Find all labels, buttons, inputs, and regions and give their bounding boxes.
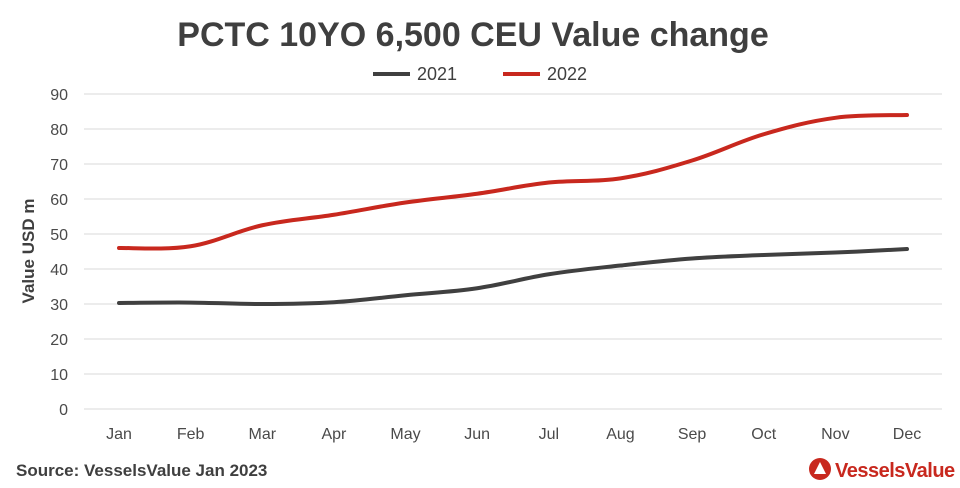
series-line-2022 <box>117 113 909 251</box>
y-tick-label: 10 <box>50 367 68 384</box>
y-tick-label: 0 <box>59 402 68 419</box>
y-tick-label: 70 <box>50 157 68 174</box>
y-tick-label: 90 <box>50 87 68 104</box>
x-tick-label: May <box>390 426 420 443</box>
x-axis-ticks: Jan Feb Mar Apr May Jun Jul Aug Sep Oct Nov Dec <box>106 426 921 443</box>
y-tick-label: 80 <box>50 122 68 139</box>
vesselsvalue-logo-icon <box>809 458 831 480</box>
x-tick-label: Apr <box>321 426 347 443</box>
y-tick-label: 40 <box>50 262 68 279</box>
brand-name: VesselsValue <box>835 460 955 482</box>
y-tick-label: 20 <box>50 332 68 349</box>
legend-label-2021: 2021 <box>417 64 457 84</box>
x-tick-label: Oct <box>751 426 776 443</box>
y-tick-label: 30 <box>50 297 68 314</box>
x-tick-label: Feb <box>177 426 205 443</box>
x-tick-label: Aug <box>606 426 634 443</box>
x-tick-label: Jun <box>464 426 490 443</box>
x-tick-label: Jan <box>106 426 132 443</box>
chart-title: PCTC 10YO 6,500 CEU Value change <box>177 16 768 54</box>
source-note: Source: VesselsValue Jan 2023 <box>16 461 267 480</box>
y-axis-label: Value USD m <box>19 199 38 304</box>
x-tick-label: Dec <box>893 426 921 443</box>
y-tick-label: 50 <box>50 227 68 244</box>
x-tick-label: Sep <box>678 426 707 443</box>
x-tick-label: Jul <box>539 426 559 443</box>
y-tick-label: 60 <box>50 192 68 209</box>
x-tick-label: Nov <box>821 426 849 443</box>
x-tick-label: Mar <box>248 426 276 443</box>
series-line-2021 <box>117 247 909 307</box>
legend: 2021 2022 <box>373 64 587 84</box>
legend-label-2022: 2022 <box>547 64 587 84</box>
series-lines <box>117 113 909 307</box>
y-axis-ticks: 0 10 20 30 40 50 60 70 80 90 <box>50 87 68 419</box>
